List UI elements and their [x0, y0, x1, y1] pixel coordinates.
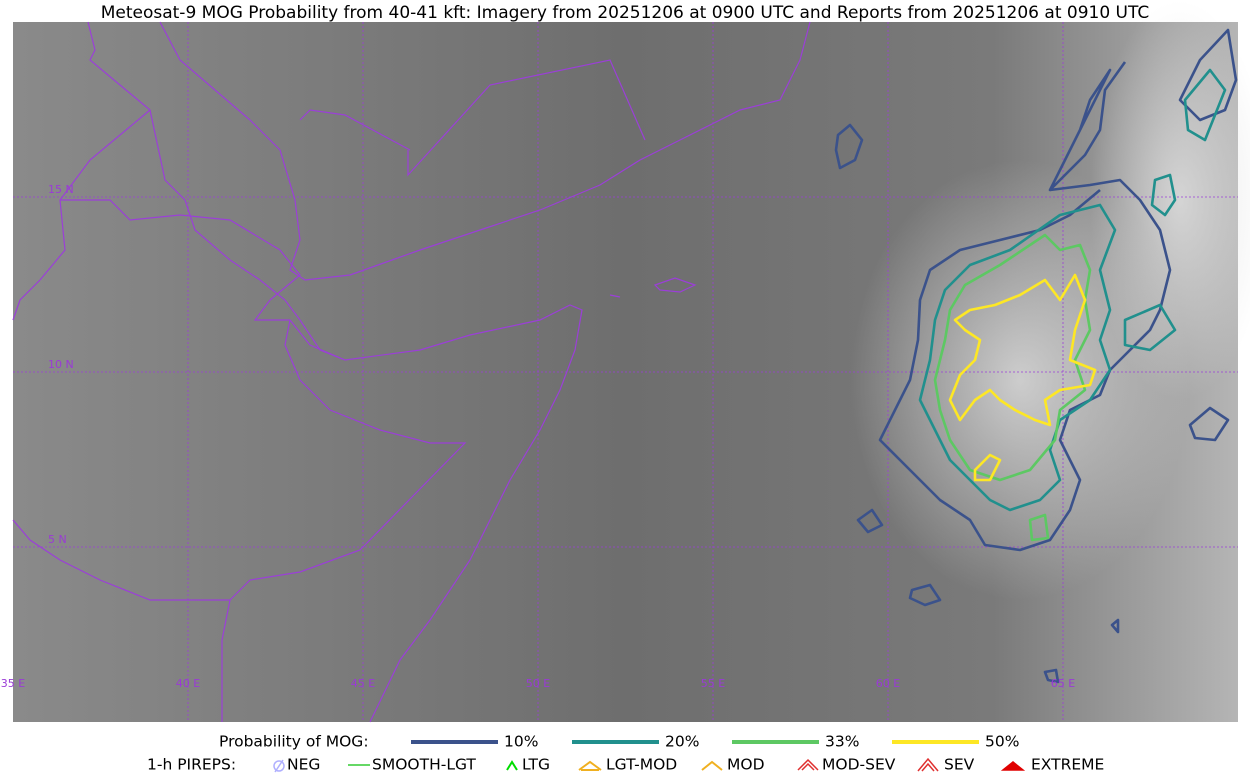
icon-neg	[273, 760, 285, 772]
legend-entry: MOD-SEV	[822, 756, 896, 774]
legend: Probability of MOG: 10% 20% 33% 50% 1-h …	[147, 733, 1104, 774]
contour	[878, 61, 1172, 552]
legend-entry: 20%	[665, 733, 699, 751]
grid	[13, 22, 1238, 722]
icon-mod	[701, 760, 723, 771]
lon-label: 55 E	[701, 677, 725, 690]
legend-entry: LTG	[522, 756, 550, 774]
contour	[948, 273, 1097, 482]
icon-neg	[274, 759, 284, 773]
legend-entry: LGT-MOD	[606, 756, 677, 774]
contours	[834, 28, 1238, 684]
legend-entry: SMOOTH-LGT	[372, 756, 476, 774]
icon-ltg	[506, 760, 518, 771]
legend-entry: SEV	[944, 756, 975, 774]
borders	[12, 21, 811, 723]
legend-label: 1-h PIREPS:	[147, 756, 236, 774]
lon-label: 35 E	[1, 677, 25, 690]
title: Meteosat-9 MOG Probability from 40-41 kf…	[101, 3, 1150, 23]
lon-label: 40 E	[176, 677, 200, 690]
contour	[933, 233, 1092, 542]
legend-label: Probability of MOG:	[219, 733, 369, 751]
lat-label: 10 N	[48, 358, 74, 371]
map: 15 N 10 N 5 N 35 E 40 E 45 E 50 E 55 E 6…	[1, 0, 1250, 723]
lon-label: 45 E	[351, 677, 375, 690]
contour	[834, 28, 1238, 684]
icon-lgt-mod	[578, 760, 602, 771]
legend-entry: MOD	[727, 756, 765, 774]
cloud	[1090, 0, 1250, 400]
lat-label: 15 N	[48, 183, 74, 196]
contour	[918, 68, 1227, 512]
legend-entry: EXTREME	[1031, 756, 1104, 774]
legend-entry: 10%	[504, 733, 538, 751]
lon-label: 65 E	[1051, 677, 1075, 690]
lat-label: 5 N	[48, 533, 67, 546]
icon-mod-sev	[797, 758, 819, 771]
lon-label: 60 E	[876, 677, 900, 690]
icon-extreme	[1000, 761, 1026, 771]
legend-entry: NEG	[287, 756, 320, 774]
legend-entry: 50%	[985, 733, 1019, 751]
map-labels: 15 N 10 N 5 N 35 E 40 E 45 E 50 E 55 E 6…	[1, 183, 1075, 690]
legend-entry: 33%	[825, 733, 859, 751]
icon-sev	[917, 757, 939, 772]
lon-label: 50 E	[526, 677, 550, 690]
